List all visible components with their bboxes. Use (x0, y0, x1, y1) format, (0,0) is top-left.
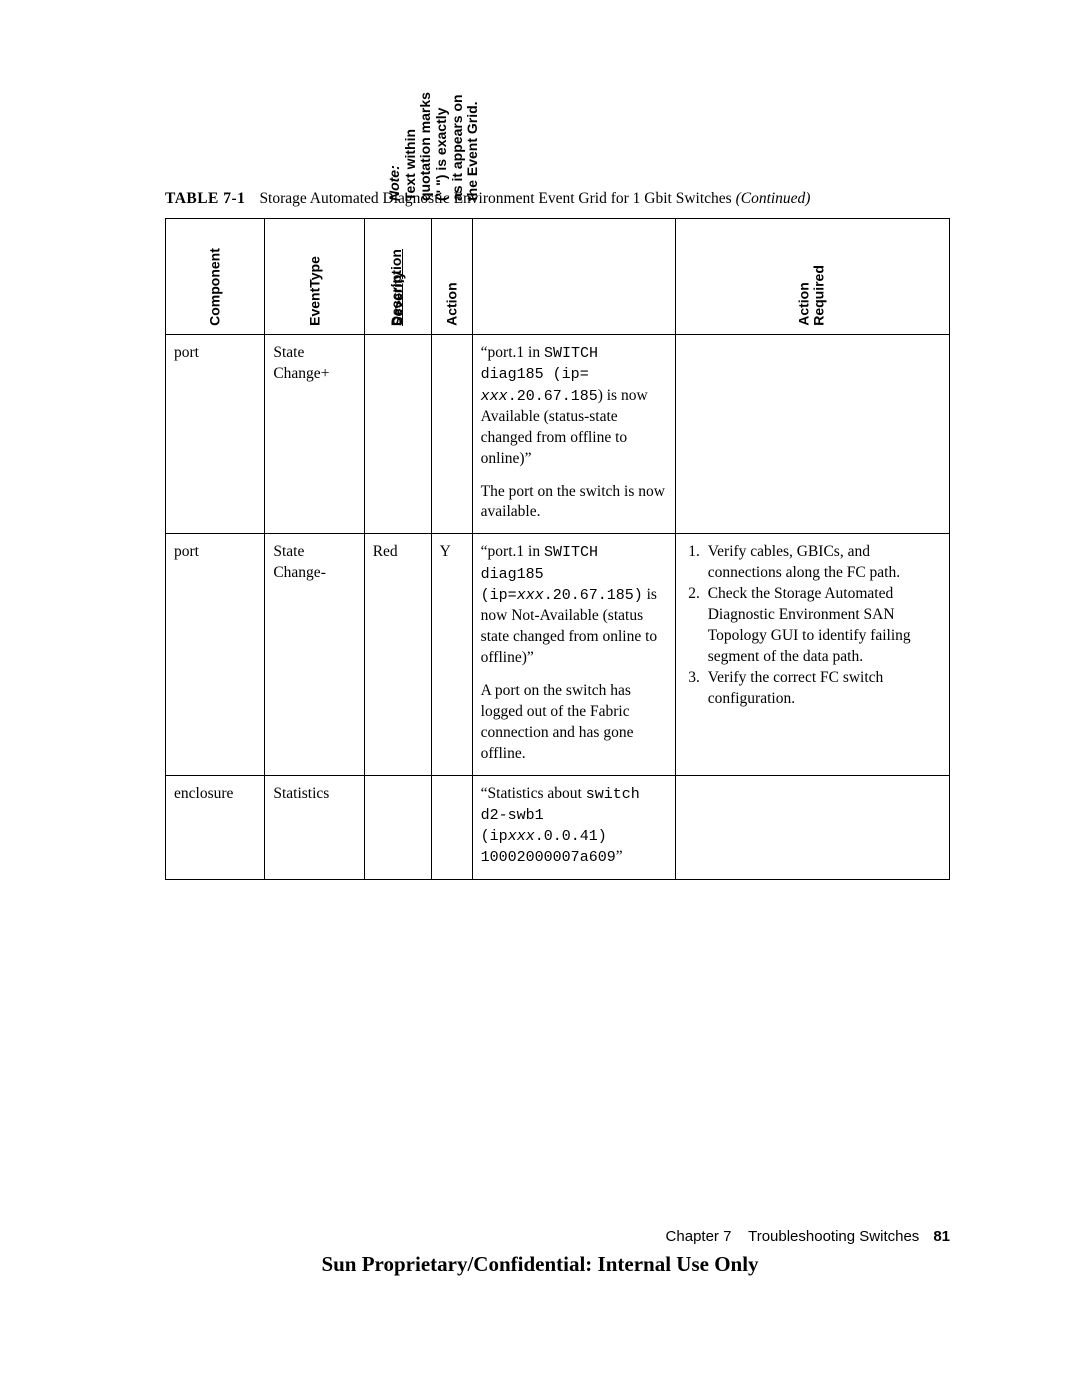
cell-eventtype: Statistics (265, 775, 364, 879)
caption-text: Storage Automated Diagnostic Environment… (259, 190, 735, 207)
hdr-component: Component (166, 219, 265, 335)
table-row: portState Change+ “port.1 in SWITCH diag1… (166, 335, 950, 534)
cell-action: Y (431, 534, 472, 775)
hdr-action-required: Action Required (675, 219, 949, 335)
page-content: TABLE 7-1 Storage Automated Diagnostic En… (0, 0, 1080, 880)
cell-action (431, 775, 472, 879)
cell-eventtype: State Change- (265, 534, 364, 775)
cell-action-required (675, 775, 949, 879)
action-required-item: Verify the correct FC switch configurati… (704, 668, 941, 710)
event-grid-table: Component EventType Severity Action Desc… (165, 218, 950, 880)
caption-label: TABLE 7-1 (165, 190, 245, 207)
page-footer: Chapter 7 Troubleshooting Switches 81 (0, 1228, 1080, 1245)
hdr-description: Description Note:Text within quotation m… (472, 219, 675, 335)
footer-title: Troubleshooting Switches (748, 1228, 919, 1245)
hdr-eventtype: EventType (265, 219, 364, 335)
cell-description: “port.1 in SWITCH diag185 (ip= xxx.20.67… (472, 335, 675, 534)
table-caption: TABLE 7-1 Storage Automated Diagnostic En… (165, 190, 950, 208)
cell-description: “Statistics about switch d2-swb1 (ipxxx.… (472, 775, 675, 879)
cell-severity: Red (364, 534, 431, 775)
cell-eventtype: State Change+ (265, 335, 364, 534)
cell-component: port (166, 534, 265, 775)
table-body: portState Change+ “port.1 in SWITCH diag1… (166, 335, 950, 880)
caption-suffix: (Continued) (736, 190, 811, 207)
confidential-notice: Sun Proprietary/Confidential: Internal U… (0, 1252, 1080, 1277)
table-row: enclosureStatistics “Statistics about swi… (166, 775, 950, 879)
footer-chapter: Chapter 7 (666, 1228, 732, 1245)
action-required-item: Check the Storage Automated Diagnostic E… (704, 584, 941, 668)
hdr-description-text: Description (387, 249, 406, 326)
cell-description: “port.1 in SWITCH diag185 (ip=xxx.20.67.… (472, 534, 675, 775)
cell-severity (364, 335, 431, 534)
header-row: Component EventType Severity Action Desc… (166, 219, 950, 335)
cell-action-required: Verify cables, GBICs, and connections al… (675, 534, 949, 775)
action-required-item: Verify cables, GBICs, and connections al… (704, 542, 941, 584)
table-row: portState Change-RedY“port.1 in SWITCH d… (166, 534, 950, 775)
cell-component: port (166, 335, 265, 534)
cell-severity (364, 775, 431, 879)
cell-component: enclosure (166, 775, 265, 879)
hdr-note: Note:Text within quotation marks (" ") i… (387, 91, 481, 201)
footer-page: 81 (933, 1228, 950, 1245)
cell-action-required (675, 335, 949, 534)
cell-action (431, 335, 472, 534)
